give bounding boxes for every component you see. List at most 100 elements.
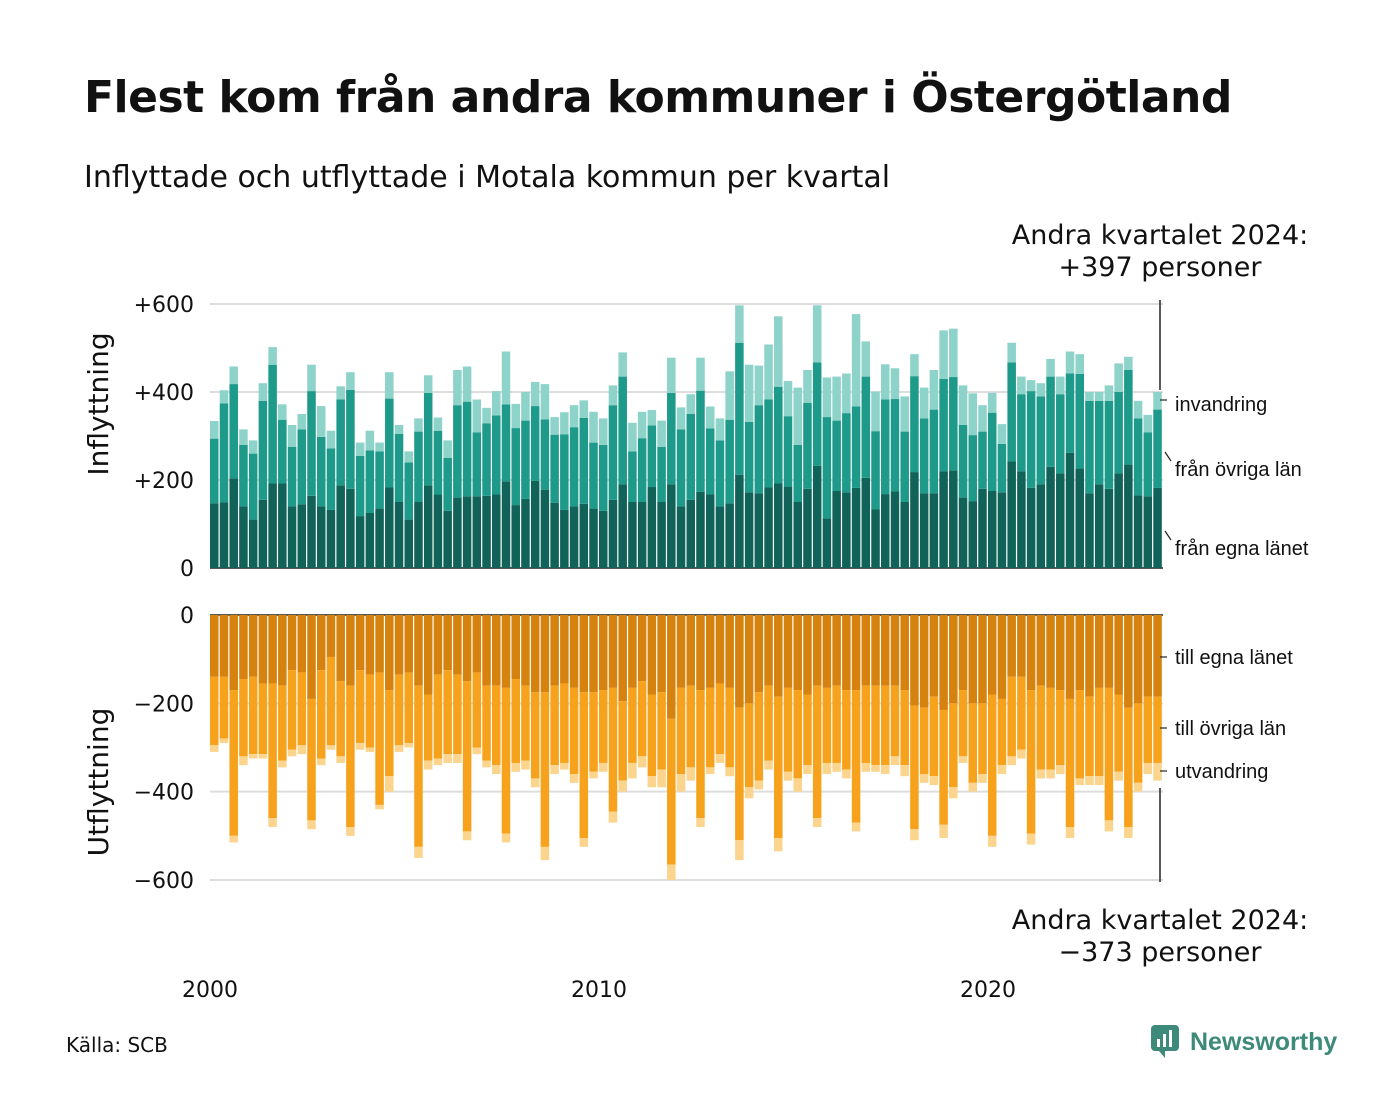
bar-invandring	[1094, 392, 1104, 401]
bar-utflytt-ovriga-lan	[822, 687, 832, 763]
bar-utflytt-ovriga-lan	[492, 685, 501, 766]
bar-utflytt-egna-lanet	[637, 615, 647, 682]
bar-utvandring	[919, 774, 929, 783]
bar-utflytt-egna-lanet	[414, 615, 423, 686]
bar-inflytt-egna-lanet	[910, 472, 919, 568]
bar-inflytt-ovriga-lan	[1046, 376, 1055, 467]
bar-utflytt-ovriga-lan	[1056, 690, 1065, 766]
bar-utflytt-egna-lanet	[812, 615, 822, 686]
bar-inflytt-ovriga-lan	[355, 455, 365, 517]
bar-utflytt-egna-lanet	[958, 615, 968, 691]
bar-inflytt-egna-lanet	[404, 519, 414, 568]
bar-utflytt-egna-lanet	[978, 615, 987, 704]
bar-utvandring	[676, 774, 686, 792]
bottom-series-label: till övriga län	[1175, 718, 1286, 740]
bar-utvandring	[1124, 827, 1133, 839]
bar-inflytt-egna-lanet	[394, 502, 404, 568]
bar-utflytt-ovriga-lan	[871, 685, 880, 766]
bar-inflytt-egna-lanet	[1065, 452, 1075, 568]
bar-utflytt-ovriga-lan	[618, 701, 627, 781]
bar-invandring	[1085, 392, 1094, 401]
bar-inflytt-egna-lanet	[336, 485, 345, 568]
bar-utflytt-ovriga-lan	[851, 690, 861, 823]
bar-utflytt-egna-lanet	[239, 615, 248, 680]
bar-inflytt-egna-lanet	[851, 487, 861, 568]
bar-inflytt-egna-lanet	[822, 518, 832, 568]
bar-utvandring	[822, 762, 832, 774]
bar-inflytt-egna-lanet	[472, 496, 482, 568]
bar-invandring	[433, 417, 443, 431]
top-ytick-label: 0	[180, 557, 194, 582]
bar-invandring	[598, 418, 608, 445]
bar-utflytt-ovriga-lan	[754, 692, 764, 781]
bar-invandring	[929, 370, 939, 410]
bar-utvandring	[1056, 765, 1065, 774]
bar-utvandring	[443, 754, 452, 763]
bottom-annotation-line1: Andra kvartalet 2024:	[1012, 905, 1308, 936]
bar-utvandring	[783, 771, 793, 781]
bar-invandring	[1056, 376, 1065, 395]
brand-logo: Newsworthy	[1150, 1024, 1337, 1060]
bar-inflytt-egna-lanet	[511, 505, 520, 568]
bar-utflytt-egna-lanet	[929, 615, 939, 697]
bar-utvandring	[880, 765, 890, 774]
bar-inflytt-ovriga-lan	[579, 417, 589, 504]
bar-utflytt-egna-lanet	[842, 615, 851, 691]
bar-inflytt-egna-lanet	[1094, 484, 1104, 568]
bar-utvandring	[1133, 782, 1143, 792]
bar-inflytt-egna-lanet	[628, 502, 637, 568]
bar-inflytt-ovriga-lan	[501, 404, 511, 482]
bar-inflytt-ovriga-lan	[1075, 373, 1085, 469]
bar-utflytt-egna-lanet	[443, 615, 452, 671]
bar-utflytt-ovriga-lan	[637, 681, 647, 757]
bar-inflytt-egna-lanet	[890, 491, 900, 568]
xtick-label: 2010	[571, 978, 627, 1003]
bar-invandring	[530, 381, 540, 407]
bar-inflytt-ovriga-lan	[1094, 400, 1104, 485]
bar-inflytt-ovriga-lan	[958, 425, 968, 498]
bar-inflytt-ovriga-lan	[735, 342, 744, 475]
bar-utflytt-ovriga-lan	[1124, 707, 1133, 827]
bar-utflytt-ovriga-lan	[1017, 676, 1026, 750]
bar-utflytt-egna-lanet	[822, 615, 832, 688]
bar-inflytt-ovriga-lan	[647, 425, 657, 488]
bar-utvandring	[287, 749, 297, 757]
bar-invandring	[462, 366, 472, 402]
bar-utflytt-egna-lanet	[1094, 615, 1104, 688]
bar-inflytt-egna-lanet	[978, 488, 987, 568]
bar-utflytt-ovriga-lan	[258, 683, 268, 755]
bar-utvandring	[579, 838, 589, 847]
bar-utflytt-ovriga-lan	[268, 683, 277, 819]
bar-utflytt-egna-lanet	[219, 615, 229, 677]
bottom-ytick-label: 0	[180, 604, 194, 629]
bar-inflytt-egna-lanet	[958, 497, 968, 568]
bar-invandring	[579, 400, 589, 418]
bar-utflytt-egna-lanet	[1056, 615, 1065, 691]
bar-utvandring	[851, 822, 861, 832]
bar-utvandring	[686, 767, 696, 781]
bar-utflytt-egna-lanet	[608, 615, 618, 688]
top-ytick-label: +400	[134, 381, 194, 406]
bar-inflytt-ovriga-lan	[540, 419, 550, 490]
bar-utflytt-ovriga-lan	[1046, 687, 1055, 770]
bar-utvandring	[375, 804, 384, 810]
bar-inflytt-egna-lanet	[501, 481, 511, 568]
bar-inflytt-ovriga-lan	[676, 429, 686, 507]
bar-invandring	[482, 407, 491, 424]
bar-utvandring	[1075, 778, 1085, 786]
bar-utflytt-egna-lanet	[705, 615, 715, 688]
bar-inflytt-ovriga-lan	[414, 431, 423, 502]
bar-utvandring	[1143, 762, 1153, 774]
bar-utflytt-egna-lanet	[871, 615, 880, 686]
bar-inflytt-ovriga-lan	[530, 406, 540, 481]
bar-invandring	[385, 372, 394, 399]
bar-inflytt-ovriga-lan	[919, 418, 929, 494]
bar-utflytt-egna-lanet	[1007, 615, 1016, 677]
bar-inflytt-ovriga-lan	[667, 392, 676, 485]
bar-utflytt-ovriga-lan	[404, 672, 414, 744]
bar-inflytt-egna-lanet	[540, 489, 550, 568]
bar-inflytt-egna-lanet	[287, 506, 297, 568]
bar-inflytt-egna-lanet	[569, 506, 579, 568]
bar-utflytt-egna-lanet	[569, 615, 579, 688]
bar-utvandring	[735, 840, 744, 861]
